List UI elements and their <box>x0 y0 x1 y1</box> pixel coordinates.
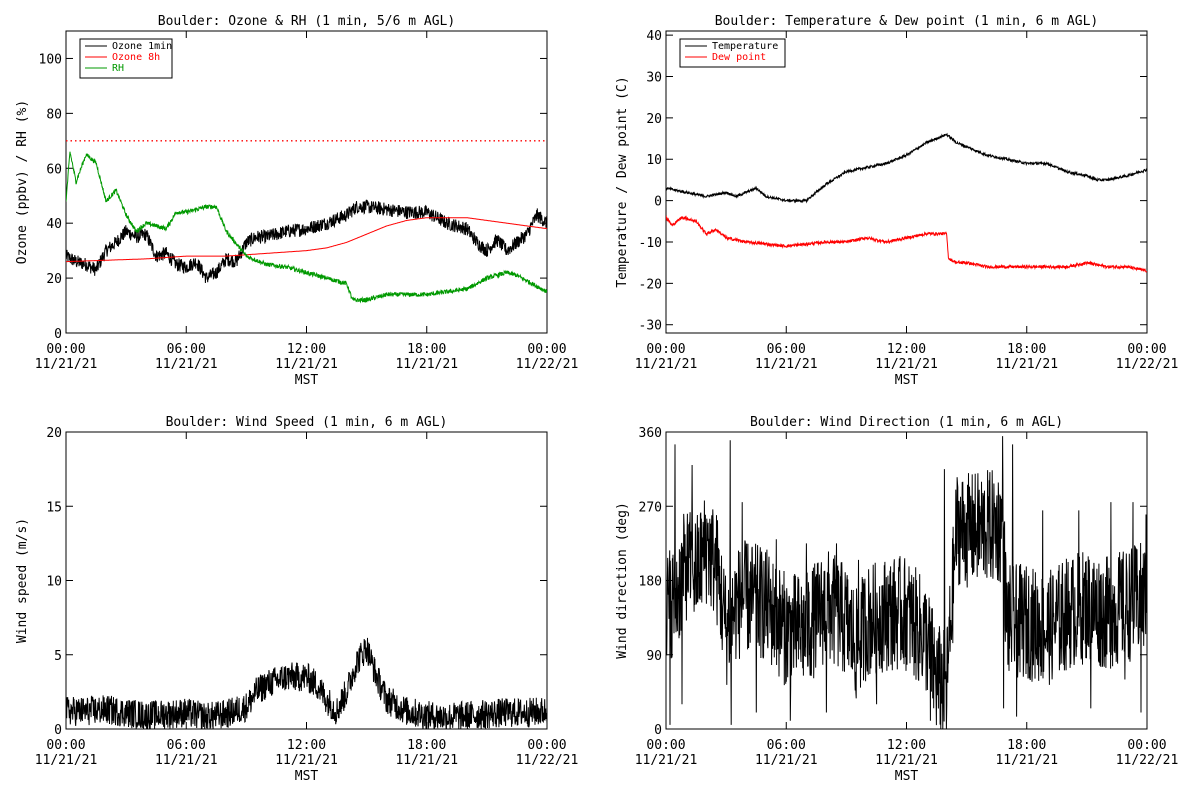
chart-panel-1: Boulder: Ozone & RH (1 min, 5/6 m AGL) 0 2… <box>15 14 578 388</box>
chart-panel-4: Boulder: Wind Direction (1 min, 6 m AGL)… <box>615 415 1178 784</box>
x-tick-time-label: 00:00 <box>46 342 85 357</box>
y-tick-label: 0 <box>654 723 662 738</box>
legend-entry: Temperature <box>712 41 778 52</box>
plot-area <box>66 637 547 729</box>
plot-area <box>666 436 1147 729</box>
y-tick-label: 30 <box>646 71 662 86</box>
x-tick-date-label: 11/21/21 <box>995 357 1058 372</box>
x-tick-time-label: 12:00 <box>287 738 326 753</box>
x-tick-date-label: 11/21/21 <box>755 357 818 372</box>
y-tick-label: 10 <box>646 153 662 168</box>
x-tick-date-label: 11/21/21 <box>35 357 98 372</box>
y-axis-label: Temperature / Dew point (C) <box>615 76 630 287</box>
x-axis-label: MST <box>295 373 319 388</box>
legend-entry: Ozone 8h <box>112 52 160 63</box>
y-tick-label: 0 <box>54 327 62 342</box>
x-tick-time-label: 00:00 <box>646 342 685 357</box>
series-line-series <box>66 637 547 729</box>
x-tick-date-label: 11/21/21 <box>875 357 938 372</box>
x-axis-label: MST <box>295 769 319 784</box>
y-axis-label: Wind direction (deg) <box>615 502 630 659</box>
legend-entry: Ozone 1min <box>112 41 172 52</box>
y-tick-label: 100 <box>39 52 62 67</box>
x-tick-time-label: 06:00 <box>767 342 806 357</box>
series-line-temperature <box>666 132 1147 204</box>
x-tick-date-label: 11/21/21 <box>755 753 818 768</box>
x-tick-date-label: 11/21/21 <box>635 753 698 768</box>
x-tick-time-label: 18:00 <box>407 342 446 357</box>
plot-area <box>666 132 1147 273</box>
series-line-rh <box>66 151 547 304</box>
legend-box <box>679 38 786 68</box>
x-tick-time-label: 06:00 <box>167 342 206 357</box>
y-tick-label: 40 <box>646 29 662 44</box>
x-tick-date-label: 11/21/21 <box>395 753 458 768</box>
y-tick-label: 20 <box>46 272 62 287</box>
x-tick-date-label: 11/21/21 <box>35 753 98 768</box>
x-tick-time-label: 00:00 <box>527 738 566 753</box>
series-line-ozone-8h <box>66 217 547 263</box>
x-tick-date-label: 11/21/21 <box>155 357 218 372</box>
x-tick-date-label: 11/21/21 <box>275 357 338 372</box>
y-tick-label: 40 <box>46 217 62 232</box>
x-tick-date-label: 11/21/21 <box>395 357 458 372</box>
x-tick-date-label: 11/22/21 <box>1116 753 1179 768</box>
x-tick-time-label: 12:00 <box>887 342 926 357</box>
legend-entry: Dew point <box>712 52 766 63</box>
y-tick-label: 20 <box>646 112 662 127</box>
chart-title: Boulder: Ozone & RH (1 min, 5/6 m AGL) <box>158 14 455 29</box>
plot-frame <box>665 30 1148 334</box>
chart-panel-3: Boulder: Wind Speed (1 min, 6 m AGL) 0 5 10… <box>15 415 578 784</box>
y-tick-label: 90 <box>646 649 662 664</box>
x-tick-time-label: 12:00 <box>887 738 926 753</box>
y-tick-label: -20 <box>639 277 662 292</box>
x-tick-time-label: 18:00 <box>1007 342 1046 357</box>
y-tick-label: 0 <box>54 723 62 738</box>
y-tick-label: -10 <box>639 236 662 251</box>
y-tick-label: -30 <box>639 319 662 334</box>
y-tick-label: 60 <box>46 162 62 177</box>
plot-area <box>66 140 547 304</box>
chart-title: Boulder: Wind Direction (1 min, 6 m AGL) <box>750 415 1063 430</box>
x-tick-time-label: 06:00 <box>167 738 206 753</box>
x-axis-label: MST <box>895 769 919 784</box>
series-line-dew-point <box>666 215 1147 273</box>
y-tick-label: 80 <box>46 107 62 122</box>
x-tick-date-label: 11/21/21 <box>155 753 218 768</box>
y-tick-label: 270 <box>639 500 662 515</box>
y-tick-label: 360 <box>639 426 662 441</box>
y-tick-label: 15 <box>46 500 62 515</box>
x-tick-date-label: 11/22/21 <box>516 753 579 768</box>
x-tick-time-label: 00:00 <box>646 738 685 753</box>
x-tick-time-label: 18:00 <box>407 738 446 753</box>
chart-panel-2: Boulder: Temperature & Dew point (1 min,… <box>615 14 1178 388</box>
y-tick-label: 10 <box>46 575 62 590</box>
y-tick-label: 180 <box>639 575 662 590</box>
series-line-series <box>666 436 1147 729</box>
x-tick-time-label: 00:00 <box>527 342 566 357</box>
x-tick-time-label: 06:00 <box>767 738 806 753</box>
chart-title: Boulder: Wind Speed (1 min, 6 m AGL) <box>166 415 448 430</box>
x-tick-time-label: 18:00 <box>1007 738 1046 753</box>
x-tick-time-label: 00:00 <box>1127 342 1166 357</box>
x-tick-time-label: 00:00 <box>46 738 85 753</box>
series-line-ozone-1min <box>66 199 547 284</box>
x-tick-date-label: 11/22/21 <box>1116 357 1179 372</box>
y-axis-label: Ozone (ppbv) / RH (%) <box>15 100 30 264</box>
x-tick-date-label: 11/21/21 <box>995 753 1058 768</box>
chart-title: Boulder: Temperature & Dew point (1 min,… <box>715 14 1099 29</box>
y-tick-label: 0 <box>654 195 662 210</box>
x-tick-date-label: 11/22/21 <box>516 357 579 372</box>
legend-entry: RH <box>112 63 124 74</box>
x-tick-date-label: 11/21/21 <box>275 753 338 768</box>
y-tick-label: 20 <box>46 426 62 441</box>
x-tick-date-label: 11/21/21 <box>635 357 698 372</box>
x-tick-time-label: 00:00 <box>1127 738 1166 753</box>
x-axis-label: MST <box>895 373 919 388</box>
x-tick-time-label: 12:00 <box>287 342 326 357</box>
y-axis-label: Wind speed (m/s) <box>15 518 30 643</box>
x-tick-date-label: 11/21/21 <box>875 753 938 768</box>
y-tick-label: 5 <box>54 649 62 664</box>
